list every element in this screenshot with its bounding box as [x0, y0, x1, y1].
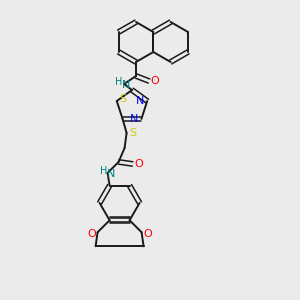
Text: S: S: [119, 94, 126, 104]
Text: O: O: [87, 229, 96, 239]
Text: H: H: [115, 77, 123, 87]
Text: O: O: [151, 76, 159, 86]
Text: N: N: [122, 80, 130, 90]
Text: N: N: [130, 114, 139, 124]
Text: O: O: [143, 229, 152, 239]
Text: N: N: [136, 96, 144, 106]
Text: S: S: [129, 128, 136, 138]
Text: N: N: [106, 169, 115, 179]
Text: H: H: [100, 166, 107, 176]
Text: O: O: [134, 159, 143, 169]
